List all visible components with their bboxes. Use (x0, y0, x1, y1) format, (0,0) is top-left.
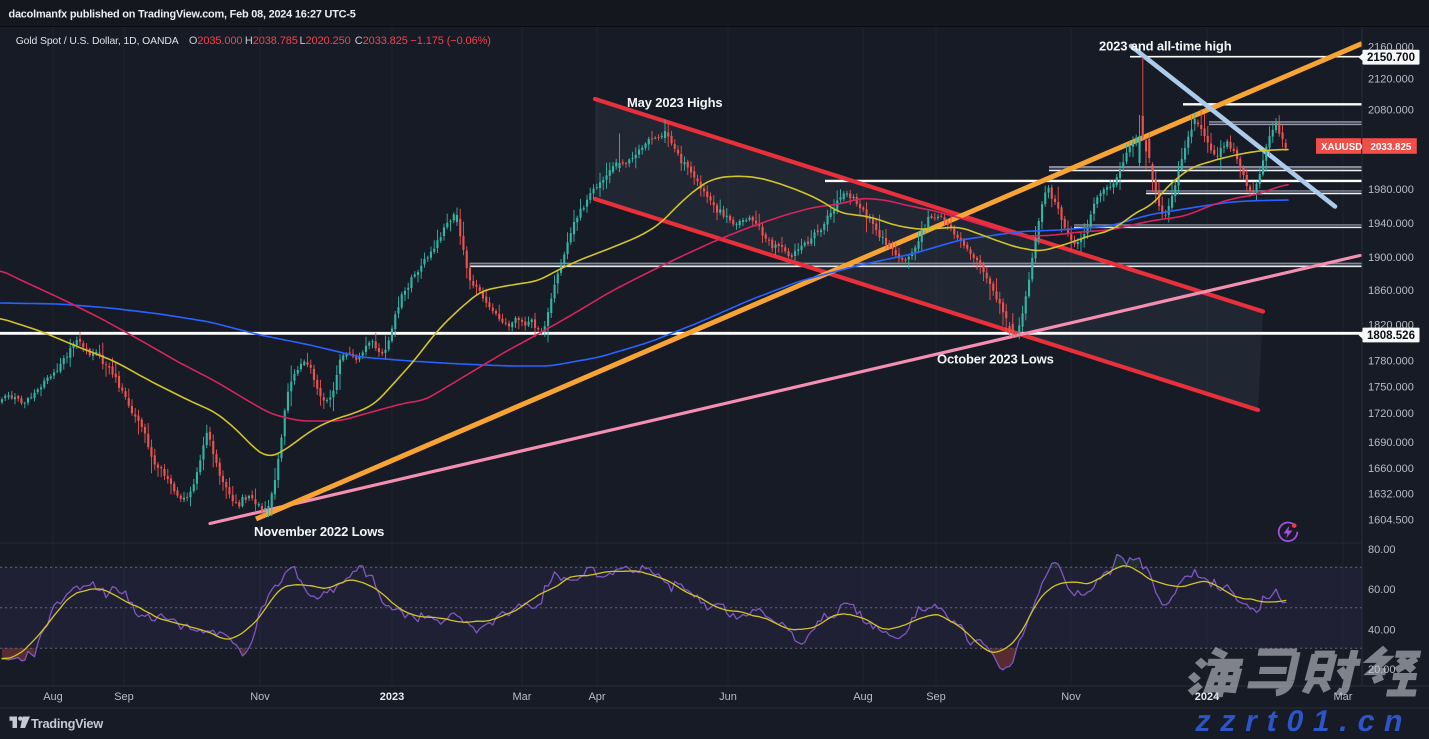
svg-text:May 2023 Highs: May 2023 Highs (627, 95, 722, 110)
svg-text:1980.000: 1980.000 (1368, 184, 1414, 196)
svg-text:dacolmanfx published on Tradin: dacolmanfx published on TradingView.com,… (9, 9, 356, 21)
svg-text:2120.000: 2120.000 (1368, 74, 1414, 86)
svg-text:1900.000: 1900.000 (1368, 252, 1414, 264)
svg-text:1660.000: 1660.000 (1368, 463, 1414, 475)
svg-text:60.00: 60.00 (1368, 584, 1396, 596)
svg-text:2023: 2023 (380, 691, 404, 703)
svg-text:1604.500: 1604.500 (1368, 515, 1414, 527)
svg-text:Gold Spot / U.S. Dollar, 1D, O: Gold Spot / U.S. Dollar, 1D, OANDA O2035.… (16, 35, 491, 47)
svg-text:Aug: Aug (43, 691, 63, 703)
svg-text:TradingView: TradingView (31, 716, 103, 731)
svg-text:1720.000: 1720.000 (1368, 408, 1414, 420)
svg-text:1860.000: 1860.000 (1368, 285, 1414, 297)
svg-text:1940.000: 1940.000 (1368, 218, 1414, 230)
svg-text:Nov: Nov (1061, 691, 1081, 703)
svg-text:80.00: 80.00 (1368, 544, 1396, 556)
svg-text:Aug: Aug (853, 691, 873, 703)
svg-text:Sep: Sep (926, 691, 946, 703)
svg-text:October 2023 Lows: October 2023 Lows (937, 352, 1054, 367)
svg-text:Nov: Nov (250, 691, 270, 703)
svg-text:2024: 2024 (1195, 691, 1220, 703)
svg-text:1808.526: 1808.526 (1367, 330, 1415, 342)
svg-text:zzrt01.cn: zzrt01.cn (1193, 705, 1416, 738)
svg-text:Mar: Mar (513, 691, 532, 703)
svg-text:1632.000: 1632.000 (1368, 489, 1414, 501)
svg-text:Apr: Apr (588, 691, 605, 703)
svg-text:Jun: Jun (719, 691, 737, 703)
svg-text:November 2022 Lows: November 2022 Lows (254, 524, 384, 539)
svg-text:2150.700: 2150.700 (1367, 52, 1415, 64)
svg-text:1690.000: 1690.000 (1368, 437, 1414, 449)
svg-text:1750.000: 1750.000 (1368, 382, 1414, 394)
svg-text:XAUUSD: XAUUSD (1321, 142, 1362, 153)
svg-text:2033.825: 2033.825 (1371, 142, 1412, 153)
svg-text:2023 and all-time high: 2023 and all-time high (1099, 39, 1232, 54)
svg-text:40.00: 40.00 (1368, 624, 1396, 636)
svg-text:2080.000: 2080.000 (1368, 104, 1414, 116)
svg-text:1780.000: 1780.000 (1368, 355, 1414, 367)
svg-text:Sep: Sep (114, 691, 134, 703)
